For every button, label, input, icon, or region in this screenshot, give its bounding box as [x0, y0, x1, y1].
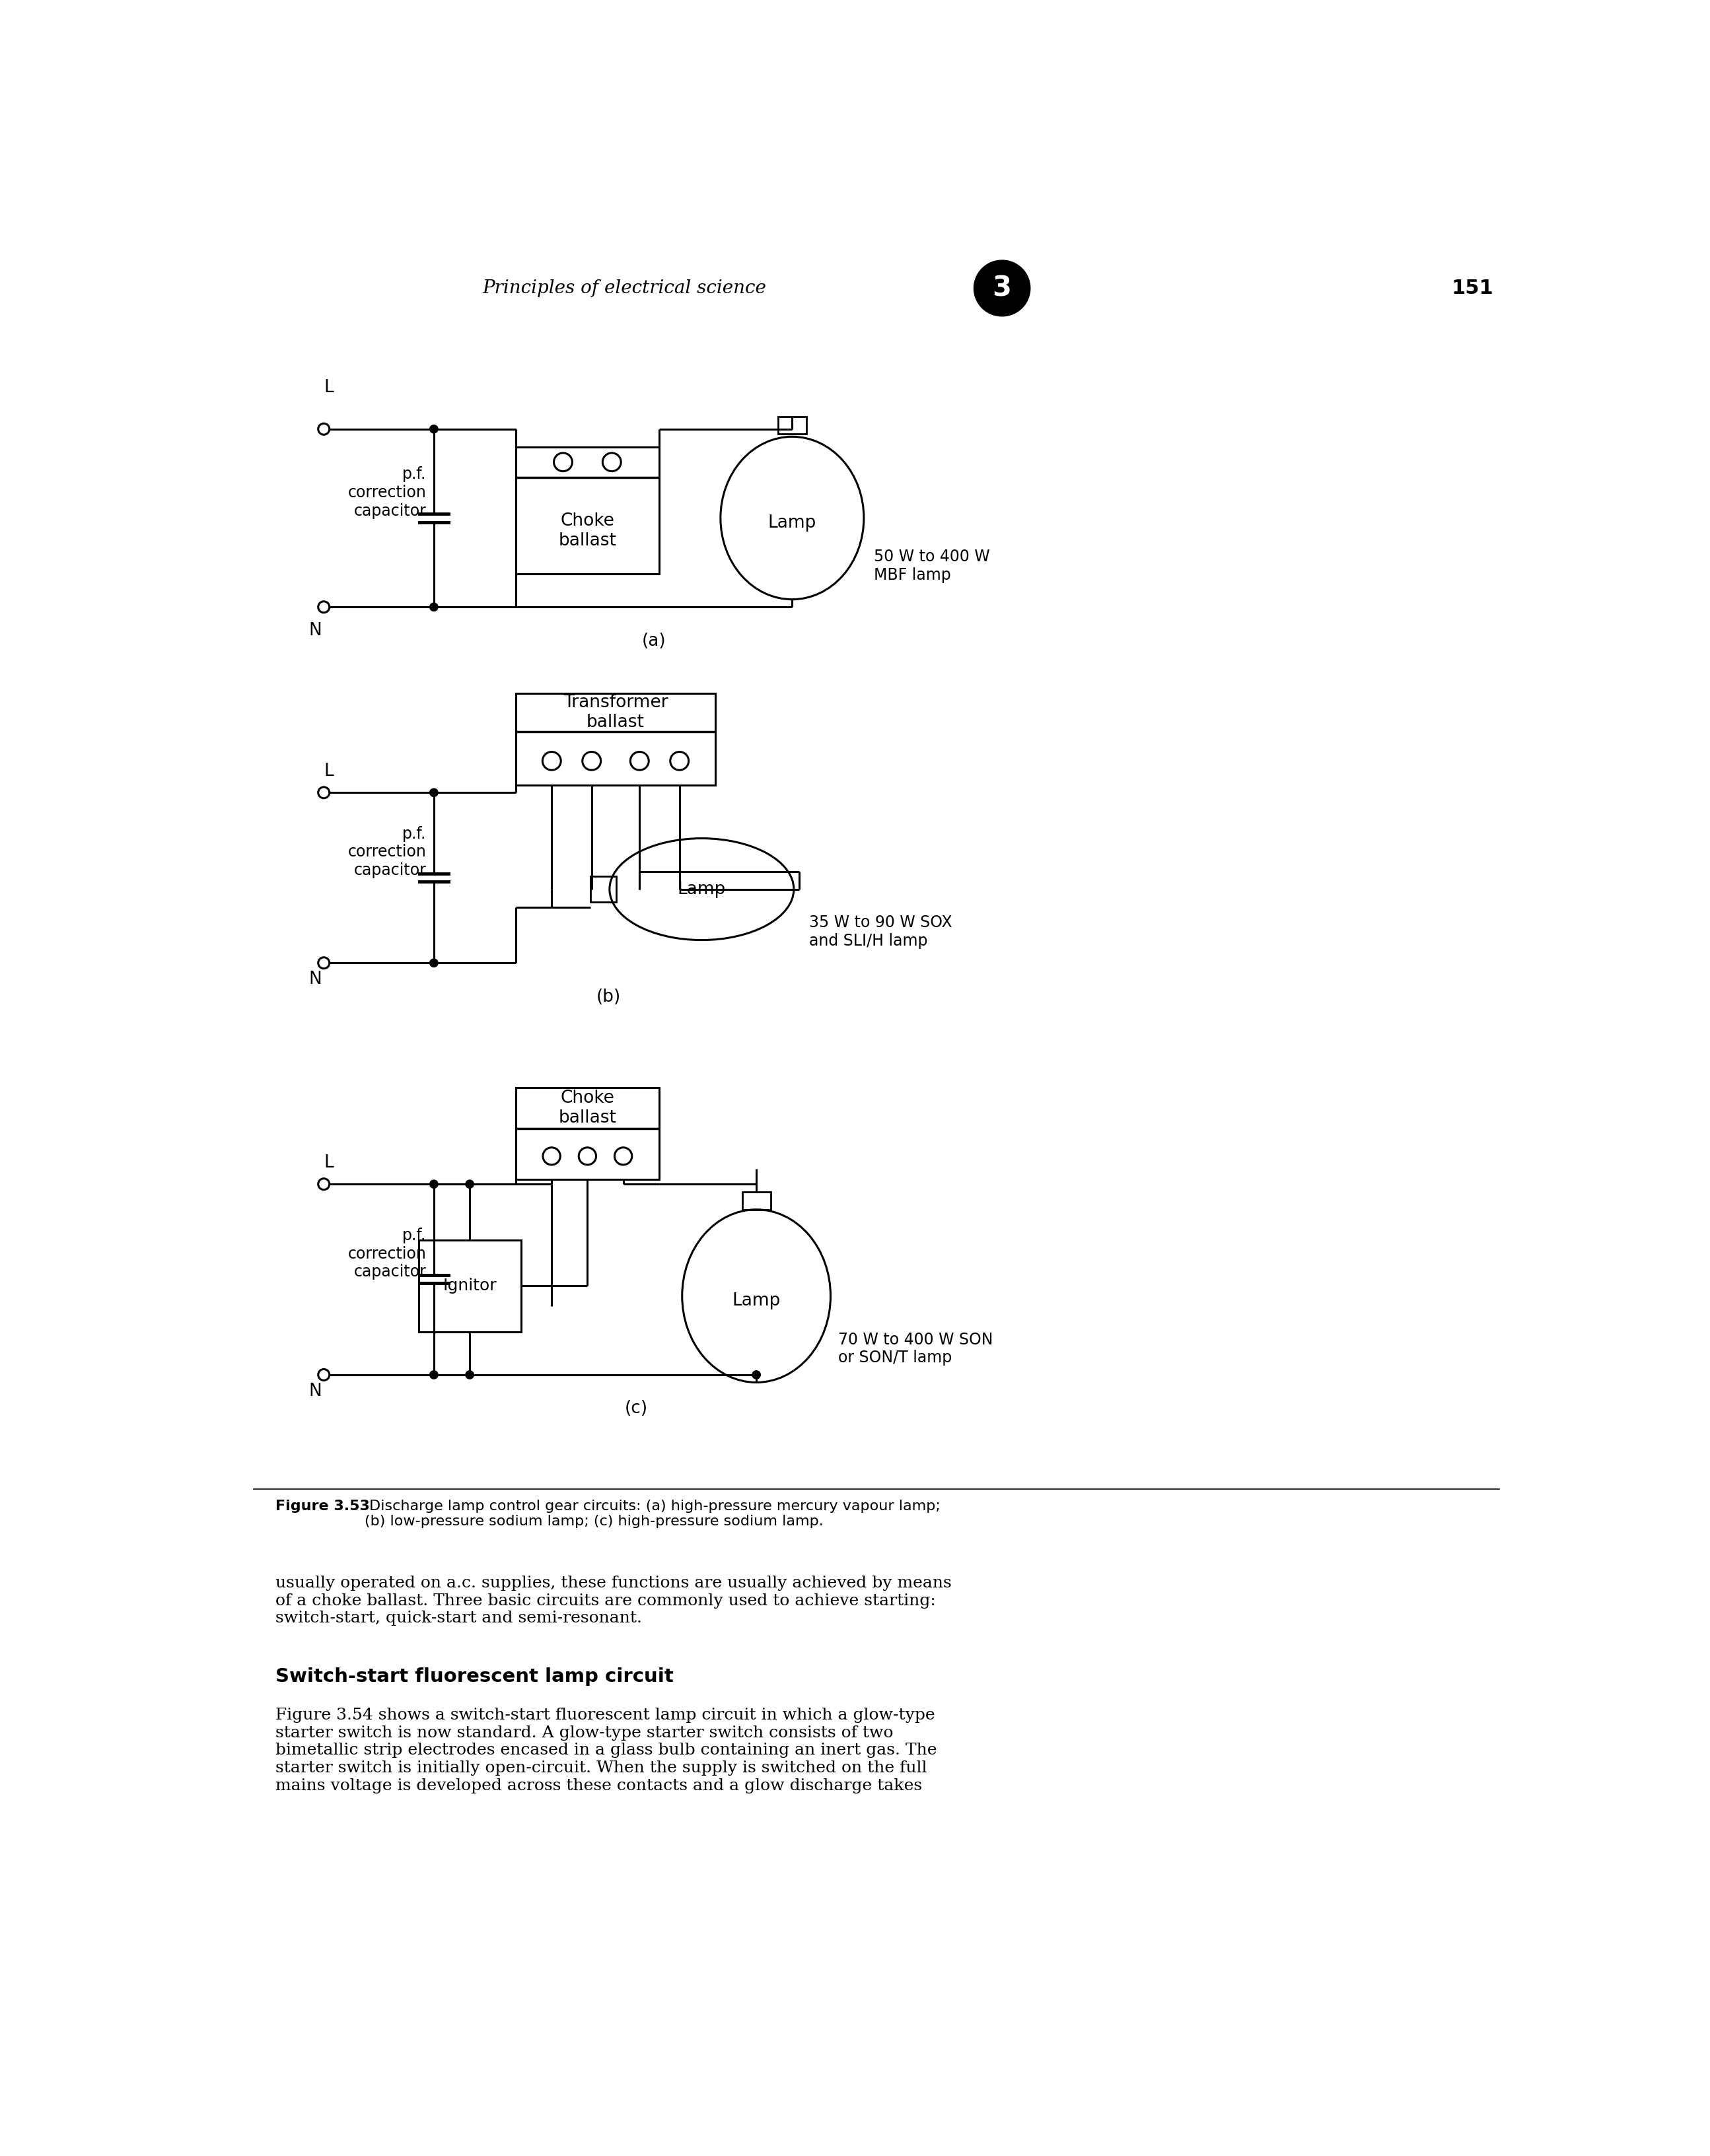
Circle shape	[465, 1179, 474, 1188]
Text: L: L	[323, 1153, 333, 1171]
Bar	[742, 1192, 771, 1210]
Circle shape	[429, 789, 438, 798]
Circle shape	[429, 1179, 438, 1188]
Text: 151: 151	[1452, 278, 1493, 298]
Text: p.f.
correction
capacitor: p.f. correction capacitor	[347, 826, 426, 877]
Text: (b): (b)	[597, 987, 621, 1005]
Text: Choke
ballast: Choke ballast	[559, 1089, 616, 1125]
Text: (c): (c)	[624, 1399, 648, 1416]
Text: 3: 3	[992, 274, 1012, 302]
Circle shape	[429, 425, 438, 433]
Text: p.f.
correction
capacitor: p.f. correction capacitor	[347, 1227, 426, 1281]
Text: Discharge lamp control gear circuits: (a) high-pressure mercury vapour lamp;
(b): Discharge lamp control gear circuits: (a…	[364, 1498, 941, 1529]
Text: 70 W to 400 W SON
or SON/T lamp: 70 W to 400 W SON or SON/T lamp	[838, 1332, 994, 1365]
Text: Principles of electrical science: Principles of electrical science	[482, 280, 766, 298]
Circle shape	[429, 1371, 438, 1380]
Text: N: N	[308, 970, 321, 987]
Text: Choke
ballast: Choke ballast	[559, 513, 616, 550]
Text: Lamp: Lamp	[768, 515, 816, 533]
Bar	[516, 446, 658, 573]
Circle shape	[429, 959, 438, 968]
Text: Ignitor: Ignitor	[443, 1279, 496, 1294]
Text: Figure 3.54 shows a switch-start fluorescent lamp circuit in which a glow-type
s: Figure 3.54 shows a switch-start fluores…	[275, 1708, 937, 1794]
Text: Figure 3.53: Figure 3.53	[275, 1498, 369, 1514]
Text: Transformer
ballast: Transformer ballast	[563, 694, 669, 731]
Text: 50 W to 400 W
MBF lamp: 50 W to 400 W MBF lamp	[874, 548, 990, 582]
Text: Lamp: Lamp	[732, 1291, 780, 1309]
Text: p.f.
correction
capacitor: p.f. correction capacitor	[347, 466, 426, 520]
Bar	[778, 416, 807, 433]
Text: usually operated on a.c. supplies, these functions are usually achieved by means: usually operated on a.c. supplies, these…	[275, 1576, 951, 1626]
Bar	[419, 1240, 522, 1332]
Circle shape	[752, 1371, 761, 1380]
Circle shape	[465, 1371, 474, 1380]
Text: N: N	[308, 623, 321, 640]
Bar	[516, 694, 715, 785]
Circle shape	[975, 261, 1029, 317]
Bar	[590, 877, 616, 901]
Text: (a): (a)	[641, 632, 667, 649]
Text: Lamp: Lamp	[677, 880, 727, 897]
Bar	[516, 1087, 658, 1179]
Circle shape	[429, 604, 438, 610]
Text: L: L	[323, 379, 333, 397]
Text: L: L	[323, 763, 333, 780]
Text: N: N	[308, 1382, 321, 1399]
Text: Switch-start fluorescent lamp circuit: Switch-start fluorescent lamp circuit	[275, 1667, 674, 1686]
Text: 35 W to 90 W SOX
and SLI/H lamp: 35 W to 90 W SOX and SLI/H lamp	[809, 914, 952, 949]
